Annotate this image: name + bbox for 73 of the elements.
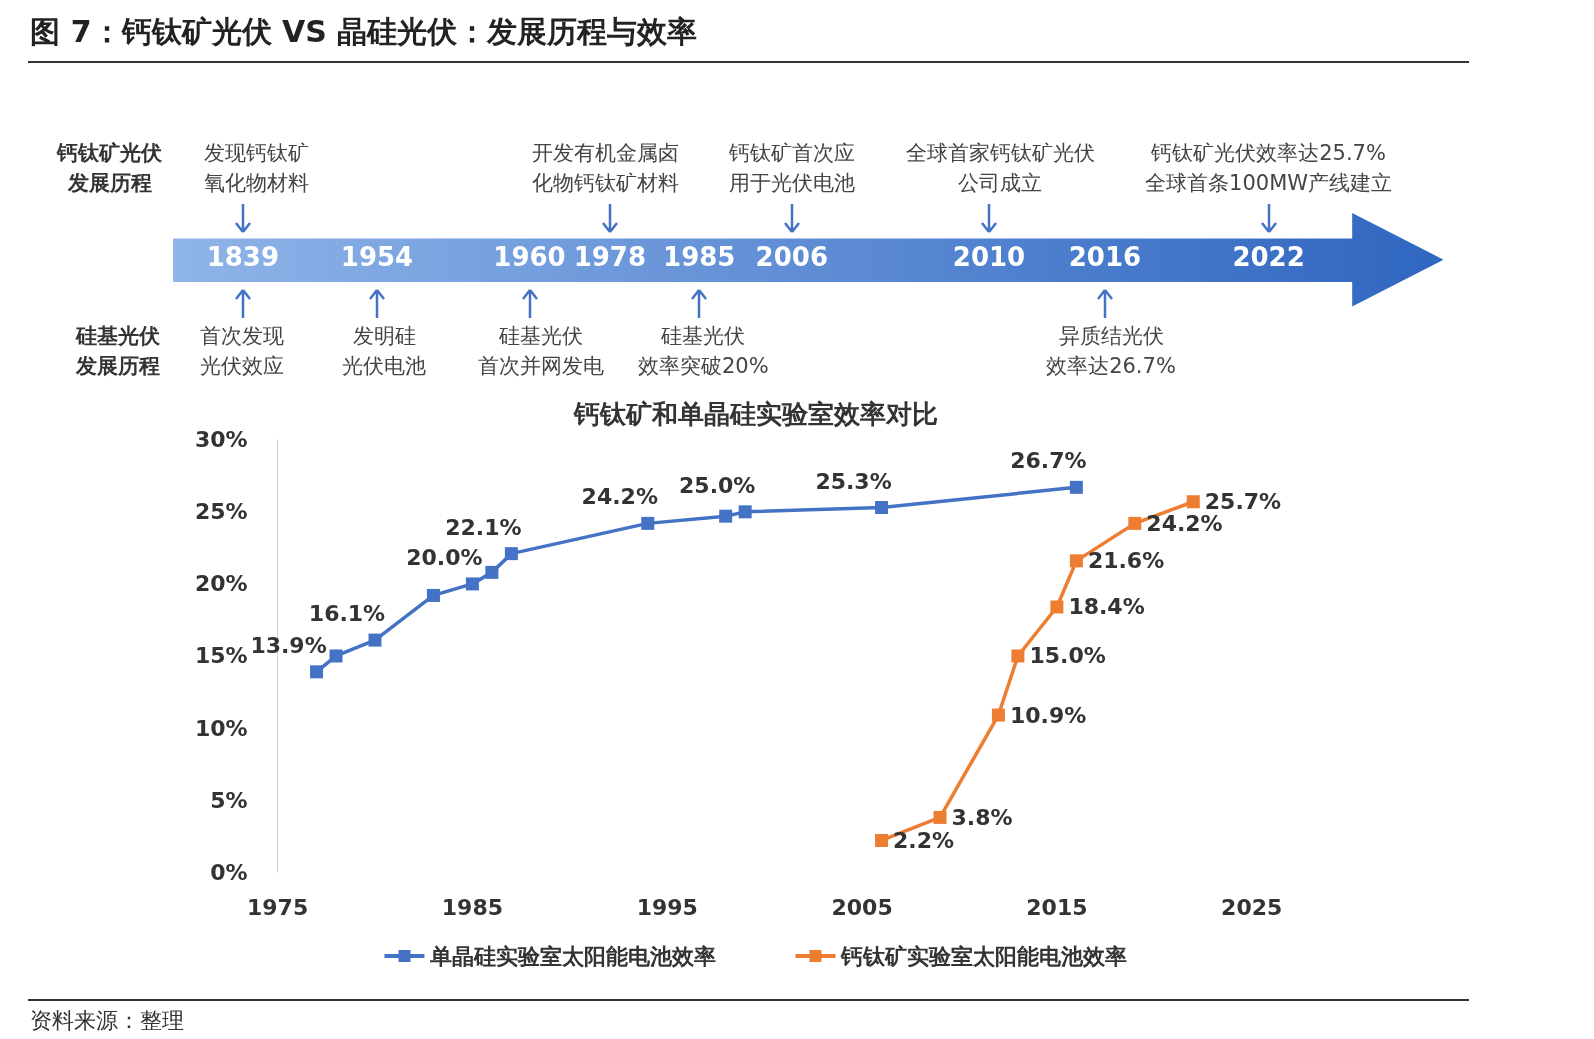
data-label: 21.6% xyxy=(1087,548,1165,574)
point xyxy=(874,501,888,515)
data-label: 10.9% xyxy=(1009,702,1087,728)
point xyxy=(641,517,655,531)
category-label: 1960 xyxy=(493,241,566,272)
point xyxy=(1050,600,1064,614)
text: 发明硅光伏电池 xyxy=(342,323,427,381)
data-label: 15.0% xyxy=(1029,643,1106,669)
data-label: 16.1% xyxy=(308,601,385,627)
category-label: 2010 xyxy=(952,241,1026,272)
x-tick-label: 2025 xyxy=(1220,894,1283,920)
category-label: 1954 xyxy=(340,241,414,272)
point xyxy=(874,834,888,848)
point xyxy=(329,649,343,663)
category-label: 2006 xyxy=(755,241,828,272)
point xyxy=(368,633,382,647)
data-label: 3.8% xyxy=(951,805,1013,831)
point xyxy=(991,708,1005,722)
point xyxy=(1069,481,1083,495)
x-tick-label: 2015 xyxy=(1026,894,1088,920)
point xyxy=(1069,554,1083,568)
y-tick-label: 15% xyxy=(194,643,248,669)
point xyxy=(504,547,518,561)
y-tick-label: 20% xyxy=(194,571,248,597)
data-label: 25.3% xyxy=(815,468,892,494)
text: 硅基光伏发展历程 xyxy=(75,323,160,381)
category-label: 2022 xyxy=(1232,241,1305,272)
x-tick-label: 1975 xyxy=(246,894,309,920)
x-tick-label: 1995 xyxy=(636,894,698,920)
category-label: 1985 xyxy=(663,241,736,272)
text: 钙钛矿光伏效率达25.7%全球首条100MW产线建立 xyxy=(1145,140,1393,198)
chart-title: 钙钛矿和单晶硅实验室效率对比 xyxy=(572,399,938,430)
text: 全球首家钙钛矿光伏公司成立 xyxy=(905,140,1095,198)
text: 发现钙钛矿氧化物材料 xyxy=(203,140,309,198)
data-label: 22.1% xyxy=(445,514,522,540)
y-tick-label: 5% xyxy=(210,787,248,813)
text: 钙钛矿首次应用于光伏电池 xyxy=(728,140,855,198)
point xyxy=(1011,649,1025,663)
data-label: 18.4% xyxy=(1068,594,1145,620)
category-label: 2016 xyxy=(1068,241,1142,272)
y-tick-label: 10% xyxy=(194,715,248,741)
legend-label: 钙钛矿实验室太阳能电池效率 xyxy=(839,943,1127,969)
data-label: 25.0% xyxy=(678,473,756,499)
point xyxy=(465,577,479,591)
data-label: 24.2% xyxy=(581,484,658,510)
x-tick-label: 2005 xyxy=(831,894,893,920)
legend-label: 单晶硅实验室太阳能电池效率 xyxy=(428,943,716,969)
text: 资料来源：整理 xyxy=(30,1007,185,1036)
data-label: 26.7% xyxy=(1010,448,1087,474)
point xyxy=(719,509,732,523)
point xyxy=(309,665,323,679)
point xyxy=(738,505,752,519)
data-label: 2.2% xyxy=(892,828,954,854)
category-label: 1978 xyxy=(573,241,646,272)
point xyxy=(1128,517,1142,531)
text: 开发有机金属卤化物钙钛矿材料 xyxy=(532,140,680,198)
point xyxy=(1186,495,1200,509)
data-label: 13.9% xyxy=(250,633,327,659)
x-tick-label: 1985 xyxy=(441,894,503,920)
y-tick-label: 0% xyxy=(210,859,248,885)
y-tick-label: 25% xyxy=(194,499,248,525)
y-tick-label: 30% xyxy=(194,427,248,453)
point xyxy=(485,566,499,580)
point xyxy=(933,811,947,825)
text: 首次发现光伏效应 xyxy=(199,323,284,381)
text: 硅基光伏首次并网发电 xyxy=(477,323,604,381)
category-label: 1839 xyxy=(206,241,280,272)
text: 异质结光伏效率达26.7% xyxy=(1046,323,1176,381)
data-label: 20.0% xyxy=(406,545,483,571)
text: 图 7：钙钛矿光伏 VS 晶硅光伏：发展历程与效率 xyxy=(30,13,698,51)
point xyxy=(426,589,440,603)
text: 硅基光伏效率突破20% xyxy=(638,323,769,381)
text: 钙钛矿光伏发展历程 xyxy=(57,140,163,198)
